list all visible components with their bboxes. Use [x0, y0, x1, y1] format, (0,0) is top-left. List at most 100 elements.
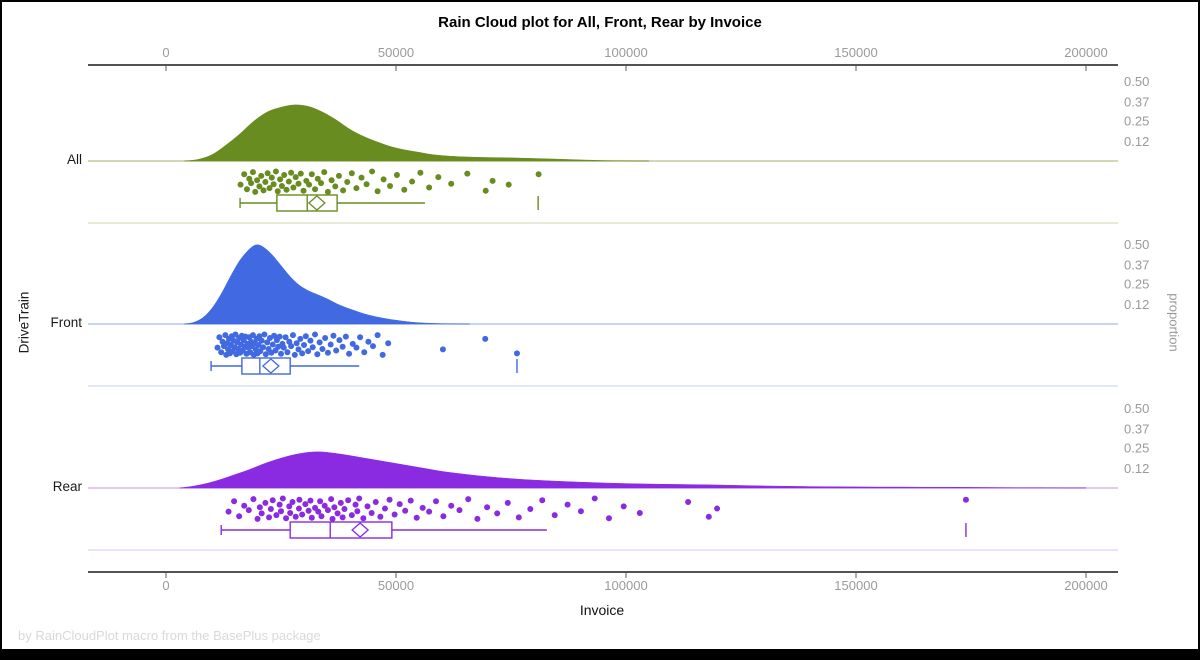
- rain-point-all: [306, 181, 313, 188]
- rain-point-rear: [714, 505, 721, 512]
- rain-point-front: [297, 335, 304, 342]
- rain-point-rear: [337, 499, 344, 506]
- rain-point-rear: [258, 510, 265, 517]
- rain-point-rear: [448, 502, 455, 509]
- rain-point-all: [262, 179, 269, 185]
- rain-point-rear: [241, 502, 248, 509]
- box-rear: [289, 521, 393, 539]
- rain-point-rear: [364, 503, 371, 510]
- rain-point-front: [346, 350, 353, 357]
- rain-point-rear: [296, 496, 303, 503]
- rain-point-all: [324, 188, 331, 195]
- rain-point-rear: [225, 508, 232, 515]
- category-label-rear: Rear: [52, 479, 82, 494]
- rain-point-rear: [334, 510, 341, 517]
- category-label-front: Front: [50, 315, 82, 330]
- rain-point-rear: [407, 497, 414, 504]
- category-label-all: All: [66, 152, 82, 167]
- rain-point-all: [260, 187, 267, 194]
- rain-point-rear: [254, 515, 261, 522]
- rain-point-front: [342, 333, 349, 340]
- proportion-tick-label: 0.12: [1124, 461, 1149, 476]
- rain-point-rear: [318, 513, 325, 520]
- rain-point-rear: [345, 497, 352, 504]
- rain-point-all: [489, 177, 496, 184]
- proportion-tick-label: 0.25: [1124, 441, 1149, 456]
- rain-point-all: [321, 169, 328, 176]
- rain-point-rear: [321, 502, 328, 509]
- rain-point-rear: [287, 509, 294, 516]
- rain-point-rear: [250, 496, 257, 503]
- footnote-text: by RainCloudPlot macro from the BasePlus…: [18, 628, 321, 643]
- rain-point-rear: [551, 512, 558, 519]
- rain-point-front: [218, 349, 225, 356]
- rain-point-front: [439, 346, 446, 353]
- rain-point-front: [385, 340, 392, 347]
- rain-point-all: [277, 176, 284, 183]
- x-axis-tick-label-top: 0: [162, 45, 169, 60]
- proportion-tick-label: 0.37: [1124, 95, 1149, 110]
- proportion-tick-label: 0.50: [1124, 237, 1149, 252]
- rain-point-front: [260, 344, 267, 351]
- rain-point-front: [299, 350, 306, 357]
- rain-point-front: [353, 344, 360, 351]
- rain-point-front: [316, 339, 323, 346]
- rain-point-rear: [266, 514, 273, 521]
- rain-point-all: [363, 181, 370, 188]
- rain-point-front: [276, 333, 283, 340]
- rain-point-rear: [354, 508, 361, 515]
- rain-point-rear: [564, 501, 571, 508]
- rain-point-rear: [324, 507, 331, 514]
- rain-point-front: [269, 341, 276, 348]
- rain-point-front: [262, 351, 269, 358]
- rain-point-all: [335, 172, 342, 179]
- rain-point-rear: [315, 508, 322, 515]
- rain-point-rear: [256, 504, 263, 511]
- rain-point-all: [353, 185, 360, 192]
- rain-point-rear: [381, 505, 388, 512]
- rain-point-all: [340, 187, 347, 194]
- rain-point-front: [214, 344, 221, 351]
- rain-point-rear: [360, 515, 367, 522]
- rain-point-front: [361, 349, 368, 356]
- rain-point-all: [464, 170, 471, 177]
- rain-point-rear: [465, 496, 472, 503]
- rain-point-rear: [245, 507, 252, 514]
- proportion-tick-label: 0.12: [1124, 297, 1149, 312]
- rain-point-rear: [515, 514, 522, 521]
- density-cloud-rear: [179, 451, 1087, 489]
- rain-point-all: [312, 186, 319, 193]
- rain-point-front: [309, 344, 316, 351]
- rain-point-rear: [289, 498, 296, 505]
- y-axis-label-drivetrain: DriveTrain: [16, 291, 32, 354]
- rain-point-front: [302, 333, 309, 340]
- rain-point-rear: [391, 511, 398, 518]
- rain-point-front: [330, 332, 337, 339]
- rain-point-front: [295, 346, 302, 353]
- rain-point-all: [258, 172, 265, 179]
- rain-point-all: [241, 171, 248, 178]
- rain-point-all: [274, 188, 281, 195]
- proportion-tick-label: 0.12: [1124, 134, 1149, 149]
- rain-point-front: [336, 337, 343, 344]
- rain-point-all: [328, 177, 335, 184]
- proportion-tick-label: 0.50: [1124, 74, 1149, 89]
- rain-point-front: [222, 332, 229, 339]
- rain-point-rear: [577, 508, 584, 515]
- rain-point-all: [369, 168, 376, 175]
- rain-point-rear: [299, 511, 306, 518]
- rain-point-all: [318, 180, 325, 187]
- rain-point-all: [348, 170, 355, 177]
- rain-point-rear: [705, 513, 712, 520]
- rain-point-all: [448, 180, 455, 187]
- rain-point-all: [401, 186, 408, 193]
- proportion-tick-label: 0.50: [1124, 401, 1149, 416]
- rain-point-rear: [386, 496, 393, 503]
- x-axis-tick-label-bottom: 150000: [834, 578, 877, 593]
- rain-point-front: [314, 351, 321, 358]
- rain-point-all: [237, 181, 244, 188]
- rain-point-front: [307, 337, 314, 344]
- rain-point-rear: [305, 507, 312, 514]
- rain-point-front: [312, 331, 319, 338]
- rain-point-rear: [474, 515, 481, 522]
